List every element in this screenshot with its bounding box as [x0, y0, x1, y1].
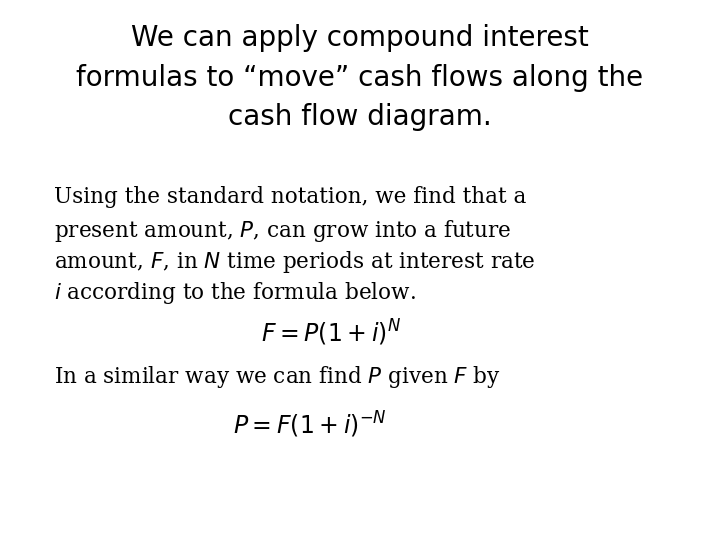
Text: $i$ according to the formula below.: $i$ according to the formula below. [54, 280, 416, 306]
Text: cash flow diagram.: cash flow diagram. [228, 103, 492, 131]
Text: amount, $F$, in $N$ time periods at interest rate: amount, $F$, in $N$ time periods at inte… [54, 249, 536, 275]
Text: formulas to “move” cash flows along the: formulas to “move” cash flows along the [76, 64, 644, 92]
Text: present amount, $P$, can grow into a future: present amount, $P$, can grow into a fut… [54, 218, 511, 244]
Text: In a similar way we can find $P$ given $F$ by: In a similar way we can find $P$ given $… [54, 364, 501, 390]
Text: $P = F(1+i)^{-N}$: $P = F(1+i)^{-N}$ [233, 410, 387, 440]
Text: $F = P(1+i)^{N}$: $F = P(1+i)^{N}$ [261, 318, 401, 348]
Text: We can apply compound interest: We can apply compound interest [131, 24, 589, 52]
Text: Using the standard notation, we find that a: Using the standard notation, we find tha… [54, 186, 526, 208]
